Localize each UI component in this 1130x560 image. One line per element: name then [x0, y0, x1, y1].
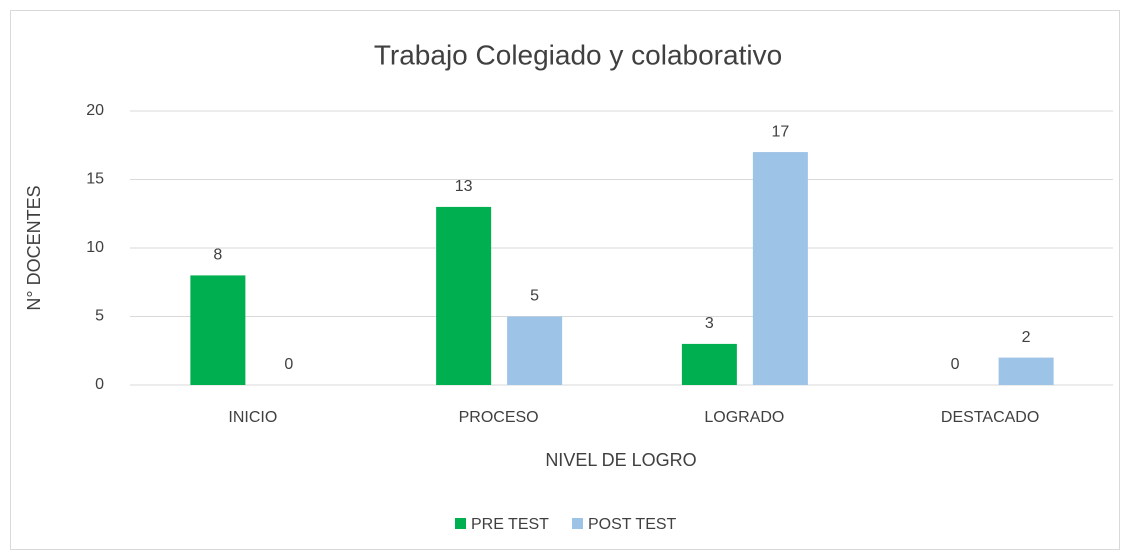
x-tick-label: DESTACADO	[941, 409, 1039, 426]
bar	[998, 357, 1054, 385]
y-tick-label: 10	[86, 239, 104, 256]
chart-title: Trabajo Colegiado y colaborativo	[374, 39, 782, 70]
y-tick-label: 20	[86, 102, 104, 119]
bar	[507, 316, 563, 385]
value-label: 2	[1022, 329, 1031, 346]
y-tick-label: 5	[95, 308, 104, 325]
value-label: 3	[705, 315, 714, 332]
bar	[752, 152, 808, 385]
y-tick-label: 15	[86, 171, 104, 188]
value-label: 5	[530, 288, 539, 305]
value-label: 0	[284, 356, 293, 373]
value-label: 17	[771, 123, 789, 140]
x-tick-label: LOGRADO	[704, 409, 784, 426]
bar	[436, 206, 492, 385]
legend-swatch	[572, 518, 583, 529]
value-label: 8	[213, 247, 222, 264]
value-label: 13	[455, 178, 473, 195]
value-label: 0	[951, 356, 960, 373]
x-tick-label: INICIO	[228, 409, 277, 426]
bar	[190, 275, 246, 385]
bar	[681, 343, 737, 385]
y-tick-label: 0	[95, 376, 104, 393]
x-axis-title: NIVEL DE LOGRO	[545, 450, 696, 470]
legend-swatch	[455, 518, 466, 529]
legend-label: POST TEST	[588, 516, 677, 533]
legend-label: PRE TEST	[471, 516, 549, 533]
y-axis-title: N° DOCENTES	[24, 185, 44, 310]
x-tick-label: PROCESO	[459, 409, 539, 426]
